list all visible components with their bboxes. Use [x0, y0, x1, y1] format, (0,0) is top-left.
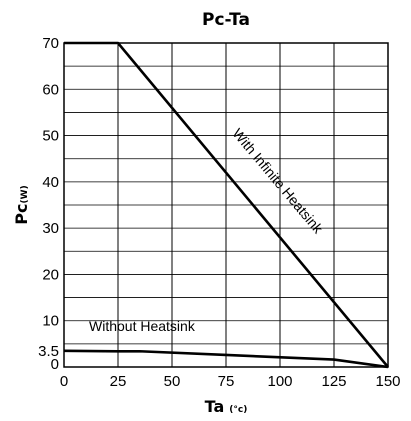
- x-tick-label: 50: [164, 373, 181, 390]
- x-tick-label: 150: [375, 373, 400, 390]
- x-tick-label: 25: [110, 373, 127, 390]
- x-axis-unit: (°c): [229, 405, 247, 415]
- grid: [64, 43, 388, 367]
- y-tick-label: 3.5: [38, 343, 59, 360]
- y-tick-label: 40: [42, 174, 59, 191]
- y-tick-labels: 03.5 10 20 30 40 50 60 70: [38, 35, 59, 373]
- x-tick-label: 100: [267, 373, 292, 390]
- y-tick-label: 50: [42, 128, 59, 145]
- plot-frame: [63, 42, 389, 368]
- y-axis-title: Pc: [12, 203, 31, 224]
- x-tick-label: 75: [218, 373, 235, 390]
- y-tick-label: 0: [51, 356, 59, 373]
- annotation-infinite-heatsink: With Infinite Heatsink: [229, 125, 326, 237]
- svg-text:Ta(°c): Ta (°c): [205, 397, 248, 416]
- y-tick-label: 60: [42, 81, 59, 98]
- svg-text:Pc(W): Pc(W): [12, 185, 31, 224]
- y-tick-label: 20: [42, 266, 59, 283]
- annotation-without-heatsink: Without Heatsink: [89, 318, 196, 334]
- y-axis-label: Pc(W): [12, 185, 31, 224]
- x-tick-labels: 0 25 50 75 100 125 150: [60, 373, 401, 390]
- x-axis-label: Ta (°c): [205, 397, 248, 416]
- x-axis-title: Ta: [205, 397, 225, 416]
- series-line-1: [64, 41, 389, 368]
- y-axis-unit: (W): [20, 185, 30, 203]
- series-lines: [63, 41, 389, 369]
- y-tick-label: 70: [42, 35, 59, 52]
- y-tick-label: 10: [42, 313, 59, 330]
- chart-title: Pc-Ta: [202, 10, 250, 30]
- y-tick-label: 30: [42, 220, 59, 237]
- x-tick-label: 125: [321, 373, 346, 390]
- x-tick-label: 0: [60, 373, 68, 390]
- series-line-2: [63, 349, 389, 369]
